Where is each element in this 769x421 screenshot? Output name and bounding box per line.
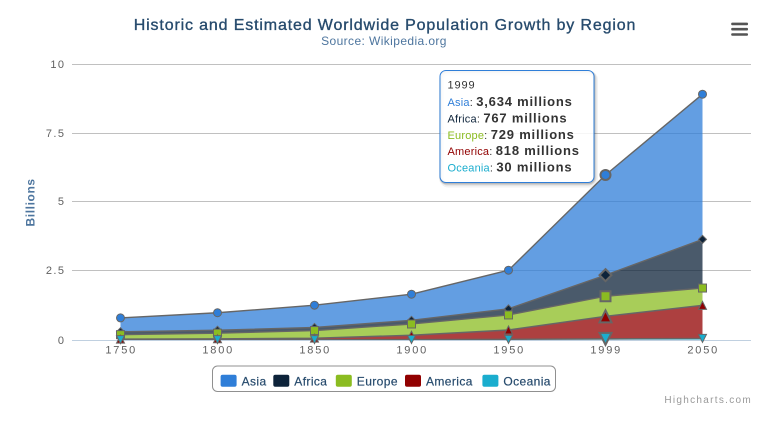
svg-text:America: 818 millions: America: 818 millions: [448, 143, 580, 158]
svg-text:7.5: 7.5: [46, 128, 66, 140]
svg-text:1850: 1850: [299, 345, 331, 357]
svg-text:Highcharts.com: Highcharts.com: [664, 395, 752, 406]
svg-text:1950: 1950: [493, 345, 525, 357]
svg-text:Europe: 729 millions: Europe: 729 millions: [448, 127, 575, 142]
svg-text:Africa: Africa: [294, 374, 327, 388]
svg-text:1999: 1999: [448, 79, 476, 91]
svg-text:Billions: Billions: [24, 178, 38, 226]
svg-text:2050: 2050: [687, 345, 719, 357]
svg-text:Europe: Europe: [357, 374, 398, 388]
svg-text:10: 10: [50, 59, 65, 71]
svg-text:2.5: 2.5: [46, 265, 66, 277]
svg-text:Asia: 3,634 millions: Asia: 3,634 millions: [448, 94, 573, 109]
svg-text:5: 5: [58, 196, 66, 208]
svg-text:America: America: [426, 374, 473, 388]
svg-text:Asia: Asia: [242, 374, 267, 388]
svg-text:1900: 1900: [396, 345, 428, 357]
svg-text:1750: 1750: [105, 345, 137, 357]
svg-text:Africa: 767 millions: Africa: 767 millions: [448, 111, 568, 126]
svg-text:Oceania: Oceania: [503, 374, 551, 388]
svg-text:0: 0: [58, 335, 66, 347]
svg-text:Historic and Estimated Worldwi: Historic and Estimated Worldwide Populat…: [134, 17, 636, 34]
svg-text:1800: 1800: [202, 345, 234, 357]
svg-text:1999: 1999: [590, 345, 622, 357]
svg-text:Source: Wikipedia.org: Source: Wikipedia.org: [321, 34, 447, 48]
svg-text:Oceania: 30 millions: Oceania: 30 millions: [448, 159, 573, 174]
